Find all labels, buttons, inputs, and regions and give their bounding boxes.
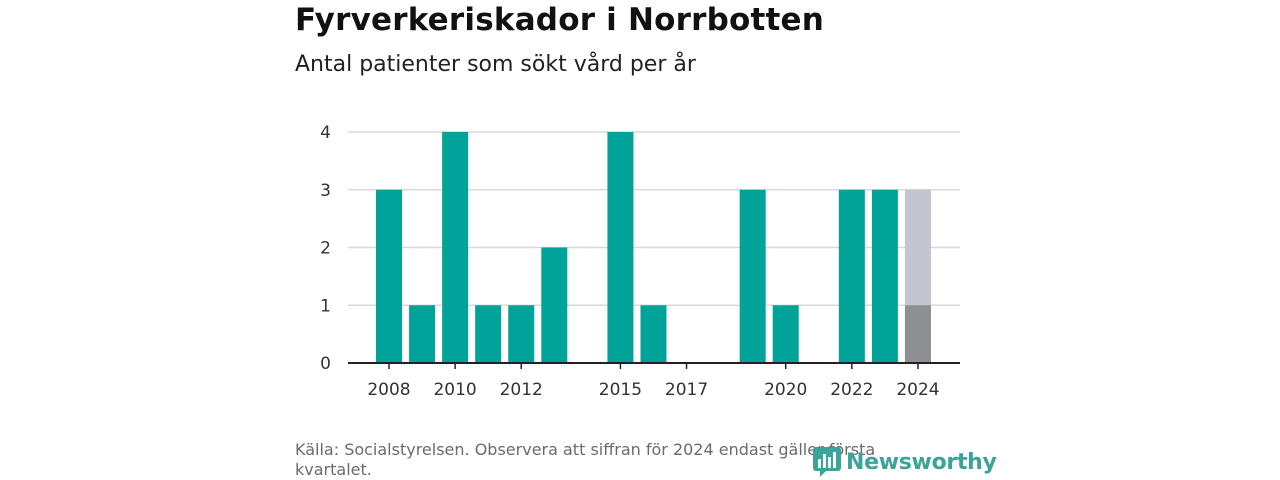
chart-subtitle: Antal patienter som sökt vård per år (295, 52, 696, 77)
chart-title: Fyrverkeriskador i Norrbotten (295, 2, 825, 38)
y-tick-label: 4 (320, 123, 331, 143)
bar-2024 (904, 305, 931, 363)
bar-2011 (475, 305, 502, 363)
bar-2022 (838, 189, 865, 363)
bar-2023 (871, 189, 898, 363)
newsworthy-logo: Newsworthy (812, 446, 997, 478)
bar-2008 (376, 189, 402, 363)
y-tick-label: 3 (320, 181, 331, 201)
bar-2015 (607, 132, 634, 363)
bar-2016 (640, 305, 667, 363)
x-tick-label: 2022 (830, 380, 873, 400)
bar-2019 (739, 189, 766, 363)
x-tick-label: 2010 (433, 380, 476, 400)
x-tick-label: 2024 (896, 380, 939, 400)
newsworthy-logo-icon (813, 447, 841, 477)
x-tick-label: 2020 (764, 380, 807, 400)
bar-2010 (442, 132, 469, 363)
x-tick-label: 2008 (367, 380, 410, 400)
bar-2009 (409, 305, 436, 363)
x-tick-label: 2015 (599, 380, 642, 400)
newsworthy-logo-text: Newsworthy (846, 449, 997, 475)
y-tick-label: 2 (320, 239, 331, 259)
y-tick-label: 0 (320, 354, 331, 374)
x-tick-label: 2012 (500, 380, 543, 400)
y-tick-label: 1 (320, 296, 331, 316)
bar-chart: 0 1 2 3 4 2008 2010 2012 2015 2017 2020 2022 2024 (320, 123, 960, 400)
bar-2012 (508, 305, 535, 363)
bar-2020 (772, 305, 799, 363)
source-note: Källa: Socialstyrelsen. Observera att si… (295, 440, 876, 479)
bar-2013 (541, 247, 568, 363)
x-tick-label: 2017 (665, 380, 708, 400)
